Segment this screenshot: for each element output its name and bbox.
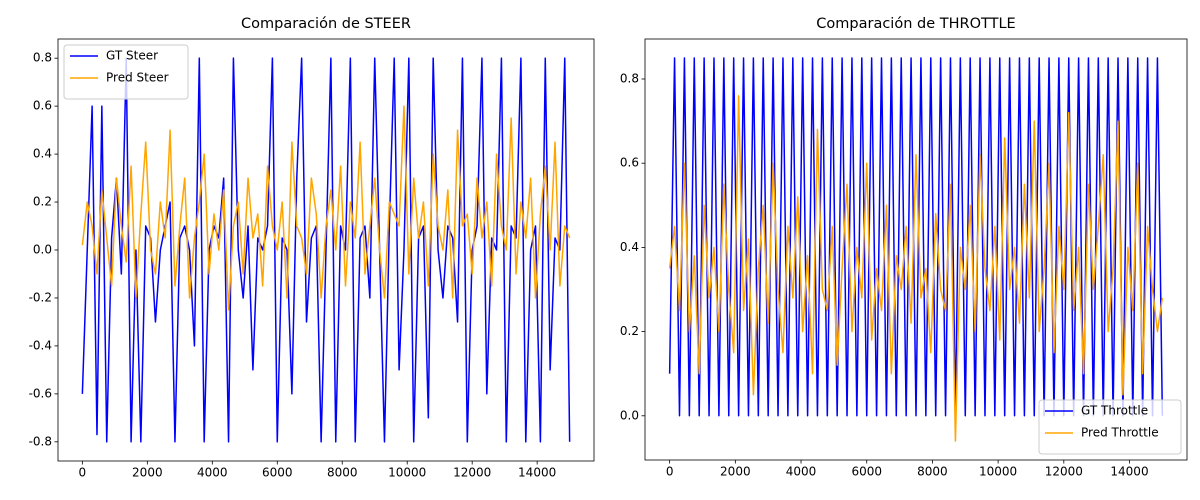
x-tick-label: 8000	[327, 466, 358, 480]
legend-label: GT Steer	[106, 49, 158, 63]
x-tick-label: 0	[666, 465, 674, 479]
x-tick-label: 2000	[720, 465, 751, 479]
y-tick-label: 0.0	[620, 408, 639, 422]
y-tick-label: 0.4	[33, 147, 52, 161]
series-line	[668, 57, 1164, 417]
plot-area	[668, 57, 1164, 442]
y-tick-label: -0.6	[29, 386, 52, 400]
y-tick-label: -0.2	[29, 290, 52, 304]
legend-label: Pred Steer	[106, 71, 169, 85]
x-tick-label: 12000	[1045, 465, 1083, 479]
x-tick-label: 14000	[1110, 465, 1148, 479]
legend-label: Pred Throttle	[1081, 426, 1159, 440]
series-line	[81, 105, 571, 311]
x-tick-label: 2000	[132, 466, 163, 480]
x-tick-label: 14000	[518, 466, 556, 480]
y-tick-label: 0.8	[33, 51, 52, 65]
legend-label: GT Throttle	[1081, 404, 1148, 418]
axes: Comparación de THROTTLE 0 2000 4000 6000 8000…	[620, 16, 1188, 479]
legend: GT Steer Pred Steer	[63, 44, 189, 100]
y-tick-label: 0.0	[33, 243, 52, 257]
y-tick-label: 0.2	[33, 195, 52, 209]
x-tick-label: 12000	[453, 466, 491, 480]
legend-box	[1038, 399, 1182, 455]
x-tick-label: 10000	[979, 465, 1017, 479]
x-tick-label: 10000	[388, 466, 426, 480]
series-line	[81, 57, 571, 443]
chart-title: Comparación de STEER	[241, 16, 411, 32]
axes: Comparación de STEER 0 2000 4000 6000 8000 100…	[29, 16, 595, 480]
x-tick-label: 4000	[786, 465, 817, 479]
x-tick-label: 6000	[851, 465, 882, 479]
legend-box	[63, 44, 189, 100]
y-tick-label: 0.2	[620, 324, 639, 338]
y-tick-label: 0.6	[33, 99, 52, 113]
axes-frame	[644, 38, 1188, 461]
plot-area	[81, 57, 571, 443]
y-tick-label: 0.6	[620, 156, 639, 170]
y-tick-label: -0.4	[29, 338, 52, 352]
series-line	[668, 95, 1164, 442]
y-tick-label: -0.8	[29, 434, 52, 448]
x-tick-label: 6000	[262, 466, 293, 480]
y-tick-label: 0.8	[620, 71, 639, 85]
legend: GT Throttle Pred Throttle	[1038, 399, 1182, 455]
x-tick-label: 8000	[917, 465, 948, 479]
x-tick-label: 0	[79, 466, 87, 480]
chart-title: Comparación de THROTTLE	[816, 16, 1015, 32]
x-tick-label: 4000	[197, 466, 228, 480]
y-tick-label: 0.4	[620, 240, 639, 254]
